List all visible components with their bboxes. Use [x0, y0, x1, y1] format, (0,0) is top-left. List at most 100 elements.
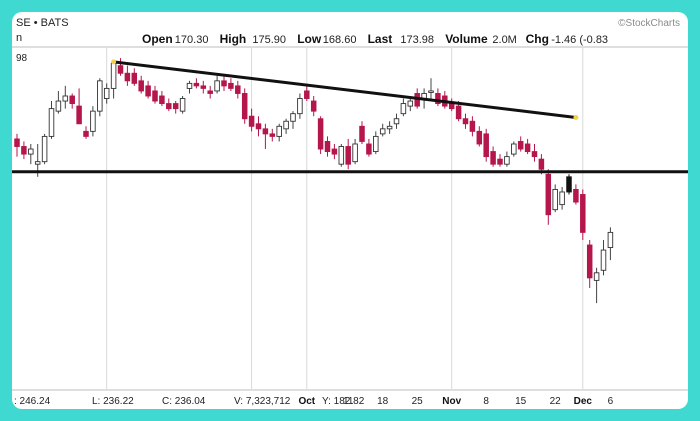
candle-body — [159, 95, 165, 105]
candle-body — [269, 133, 276, 137]
candle-body — [186, 82, 193, 89]
candle-body — [41, 135, 48, 163]
candle-body — [490, 151, 496, 165]
candle-body — [76, 105, 82, 125]
candle-body — [241, 93, 248, 120]
footer-summary: : 246.24 L: 236.22 C: 236.04 V: 7,323,712 Y:… — [14, 396, 365, 407]
candle-body — [207, 90, 213, 94]
stat-label-low: Low — [297, 32, 322, 46]
candle-body — [552, 189, 558, 211]
footer-summary_4: V: 7,323,712 — [234, 396, 291, 407]
candlestick-chart: SE • BATS n ©StockCharts Open 170.30 High 1… — [12, 17, 688, 407]
x-tick-label: Nov — [442, 396, 461, 407]
candle-body — [248, 115, 255, 127]
stat-label-chg: Chg — [526, 32, 549, 46]
footer-summary_5: Y: 182.82 — [322, 396, 365, 407]
candle-body — [580, 194, 586, 233]
candle-body — [517, 141, 524, 150]
candle-body — [297, 98, 303, 115]
candle-body — [386, 125, 393, 130]
stat-label-high: High — [220, 32, 247, 46]
candle-body — [400, 103, 407, 115]
candle-body — [290, 113, 296, 122]
candle-body — [255, 123, 262, 130]
x-tick-label: 18 — [377, 396, 389, 407]
x-tick-label: 6 — [608, 396, 614, 407]
candle-body — [504, 156, 510, 165]
ohlc-stats: Open 170.30 High 175.90 Low 168.60 Last 173.98 V… — [142, 32, 608, 46]
candle-body — [138, 80, 144, 92]
candle-body — [166, 103, 172, 110]
candle-body — [14, 138, 20, 147]
candle-body — [497, 158, 503, 165]
candle-body — [21, 146, 27, 155]
y-tick-label: 98 — [16, 53, 28, 64]
candle-body — [90, 110, 96, 132]
header-left-label: n — [16, 32, 22, 44]
candle-body — [462, 118, 469, 125]
descending-trendline — [113, 60, 577, 119]
trendlines — [12, 59, 688, 174]
candle-body — [62, 95, 69, 102]
stat-label-last: Last — [368, 32, 393, 46]
candle-body — [469, 120, 476, 132]
candle-body — [428, 90, 434, 93]
candle-body — [545, 173, 552, 216]
candle-body — [69, 95, 75, 105]
x-tick-label: 22 — [550, 396, 562, 407]
x-tick-label: 8 — [483, 396, 489, 407]
candle-body — [310, 100, 317, 112]
candle-body — [145, 85, 151, 97]
candle-body — [435, 93, 441, 105]
candle-body — [283, 120, 289, 130]
x-axis-ticks: Oct 11 18 25 Nov 8 15 22 Dec 6 — [298, 396, 613, 407]
candle-body — [407, 100, 414, 107]
trendline-start-marker — [111, 59, 117, 65]
stat-value-high: 175.90 — [252, 34, 286, 46]
candle-body — [97, 80, 103, 112]
candle-body — [235, 85, 241, 94]
candle-body — [373, 135, 379, 153]
candle-body — [559, 191, 565, 206]
candle-body — [366, 143, 372, 155]
candle-body — [131, 72, 138, 84]
candle-body — [228, 82, 234, 89]
candle-body — [607, 231, 614, 248]
candle-body — [200, 85, 207, 89]
candle-body — [511, 143, 517, 155]
candle-body — [317, 118, 324, 150]
candle-body — [566, 176, 572, 193]
candle-body — [103, 87, 110, 99]
candle-body — [600, 249, 607, 271]
candle-body — [34, 161, 41, 165]
x-tick-label: Dec — [574, 396, 593, 407]
candle-body — [338, 146, 345, 165]
candle-body — [345, 146, 351, 165]
candle-body — [393, 118, 400, 125]
symbol-label: SE • BATS — [16, 17, 69, 29]
candle-body — [221, 80, 227, 87]
stat-label-volume: Volume — [445, 32, 488, 46]
stat-value-low: 168.60 — [323, 34, 357, 46]
candle-body — [28, 148, 34, 155]
candle-body — [48, 108, 55, 137]
stat-value-open: 170.30 — [175, 34, 209, 46]
x-tick-label: 15 — [515, 396, 527, 407]
candle-body — [55, 100, 62, 112]
footer-summary_3: C: 236.04 — [162, 396, 206, 407]
candle-body — [476, 130, 483, 145]
candle-body — [172, 103, 179, 110]
candle-body — [276, 125, 282, 137]
gridlines — [106, 48, 584, 389]
footer-summary_2: L: 236.22 — [92, 396, 134, 407]
candle-body — [455, 105, 462, 120]
candle-body — [524, 143, 531, 153]
candle-body — [304, 90, 310, 99]
candle-body — [379, 128, 386, 135]
candle-body — [531, 151, 538, 158]
x-tick-label: 11 — [343, 396, 354, 407]
candle-body — [331, 148, 338, 155]
trendline-end-marker — [573, 114, 579, 120]
brand-watermark: ©StockCharts — [618, 18, 680, 29]
candle-body — [324, 141, 331, 153]
